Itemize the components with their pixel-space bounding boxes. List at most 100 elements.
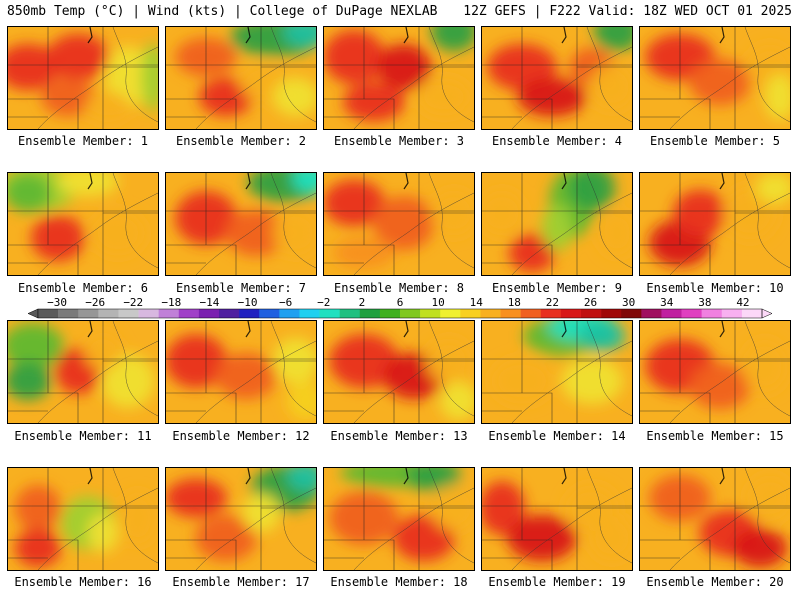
run-info: 12Z GEFS | F222 Valid: 18Z WED OCT 01 20…	[463, 4, 792, 19]
state-borders	[8, 321, 158, 423]
colorbar-swatch	[78, 309, 99, 318]
colorbar-swatch	[500, 309, 521, 318]
colorbar-tick-label: −2	[317, 296, 330, 309]
member-label: Ensemble Member: 1	[17, 134, 149, 148]
state-borders	[166, 27, 316, 129]
member-label: Ensemble Member: 17	[172, 575, 310, 589]
member-map-panel	[323, 172, 475, 276]
colorbar-right-arrow	[761, 308, 773, 319]
colorbar-swatch	[319, 309, 340, 318]
colorbar-tick-label: 34	[660, 296, 674, 309]
state-borders	[640, 27, 790, 129]
colorbar-tick-label: −30	[47, 296, 67, 309]
colorbar-swatch	[681, 309, 702, 318]
colorbar-tick-label: 38	[698, 296, 711, 309]
state-borders	[640, 321, 790, 423]
state-borders	[166, 321, 316, 423]
colorbar-swatch	[219, 309, 240, 318]
member-map-panel	[165, 320, 317, 424]
member-label: Ensemble Member: 5	[649, 134, 781, 148]
member-label: Ensemble Member: 9	[491, 281, 623, 295]
member-label: Ensemble Member: 20	[646, 575, 784, 589]
colorbar-tick-label: 22	[546, 296, 559, 309]
colorbar-tick-label: −26	[85, 296, 105, 309]
temperature-field	[640, 173, 790, 275]
member-map-panel	[481, 467, 633, 571]
member-map-panel	[481, 320, 633, 424]
member-map-panel	[7, 172, 159, 276]
temperature-field	[640, 321, 790, 423]
temperature-field	[8, 468, 158, 570]
colorbar-swatch	[279, 309, 300, 318]
colorbar-swatch	[440, 309, 461, 318]
state-borders	[324, 321, 474, 423]
state-borders	[8, 468, 158, 570]
colorbar-tick-label: 30	[622, 296, 635, 309]
member-map-panel	[323, 320, 475, 424]
temperature-field	[166, 321, 316, 423]
member-label: Ensemble Member: 15	[646, 429, 784, 443]
member-label: Ensemble Member: 14	[488, 429, 626, 443]
member-label: Ensemble Member: 4	[491, 134, 623, 148]
colorbar-swatch	[198, 309, 220, 318]
colorbar-tick-label: −14	[200, 296, 220, 309]
member-map-panel	[165, 26, 317, 130]
temperature-field	[8, 27, 158, 129]
colorbar-tick-label: −18	[161, 296, 181, 309]
temperature-field	[166, 468, 316, 570]
colorbar-swatch	[58, 309, 79, 318]
colorbar-tick-label: −6	[279, 296, 292, 309]
colorbar-tick-label: 14	[470, 296, 484, 309]
state-borders	[482, 468, 632, 570]
colorbar-tick-label: −10	[238, 296, 258, 309]
member-map-panel	[639, 467, 791, 571]
temperature-field	[640, 468, 790, 570]
colorbar-tick-label: 2	[359, 296, 366, 309]
colorbar-swatch	[460, 309, 481, 318]
member-map-panel	[165, 172, 317, 276]
member-label: Ensemble Member: 2	[175, 134, 307, 148]
state-borders	[640, 468, 790, 570]
colorbar-swatch	[158, 309, 180, 318]
colorbar-swatch	[641, 309, 662, 318]
member-map-panel	[7, 26, 159, 130]
member-label: Ensemble Member: 10	[646, 281, 784, 295]
temperature-field	[166, 173, 316, 275]
member-label: Ensemble Member: 11	[14, 429, 152, 443]
colorbar-tick-label: −22	[123, 296, 143, 309]
temperature-field	[8, 173, 158, 275]
temperature-field	[324, 173, 474, 275]
colorbar-swatch	[400, 309, 421, 318]
member-map-panel	[639, 26, 791, 130]
member-map-panel	[323, 26, 475, 130]
colorbar-swatch	[560, 309, 582, 318]
temperature-field	[324, 468, 474, 570]
member-label: Ensemble Member: 18	[330, 575, 468, 589]
member-label: Ensemble Member: 6	[17, 281, 149, 295]
state-borders	[166, 468, 316, 570]
temperature-field	[324, 27, 474, 129]
colorbar-swatch	[118, 309, 139, 318]
member-label: Ensemble Member: 3	[333, 134, 465, 148]
member-label: Ensemble Member: 16	[14, 575, 152, 589]
member-map-panel	[323, 467, 475, 571]
member-map-panel	[165, 467, 317, 571]
temperature-field	[640, 27, 790, 129]
member-map-panel	[481, 26, 633, 130]
member-label: Ensemble Member: 7	[175, 281, 307, 295]
colorbar-tick-label: 6	[397, 296, 404, 309]
colorbar-swatch	[379, 309, 401, 318]
colorbar-swatch	[741, 309, 763, 318]
colorbar-swatch	[540, 309, 562, 318]
member-label: Ensemble Member: 8	[333, 281, 465, 295]
member-label: Ensemble Member: 19	[488, 575, 626, 589]
colorbar-swatch	[359, 309, 381, 318]
colorbar-swatch	[621, 309, 642, 318]
member-map-panel	[481, 172, 633, 276]
state-borders	[482, 27, 632, 129]
temperature-field	[482, 27, 632, 129]
member-label: Ensemble Member: 13	[330, 429, 468, 443]
colorbar-swatch	[661, 309, 682, 318]
colorbar-swatch	[339, 309, 361, 318]
temperature-field	[482, 173, 632, 275]
